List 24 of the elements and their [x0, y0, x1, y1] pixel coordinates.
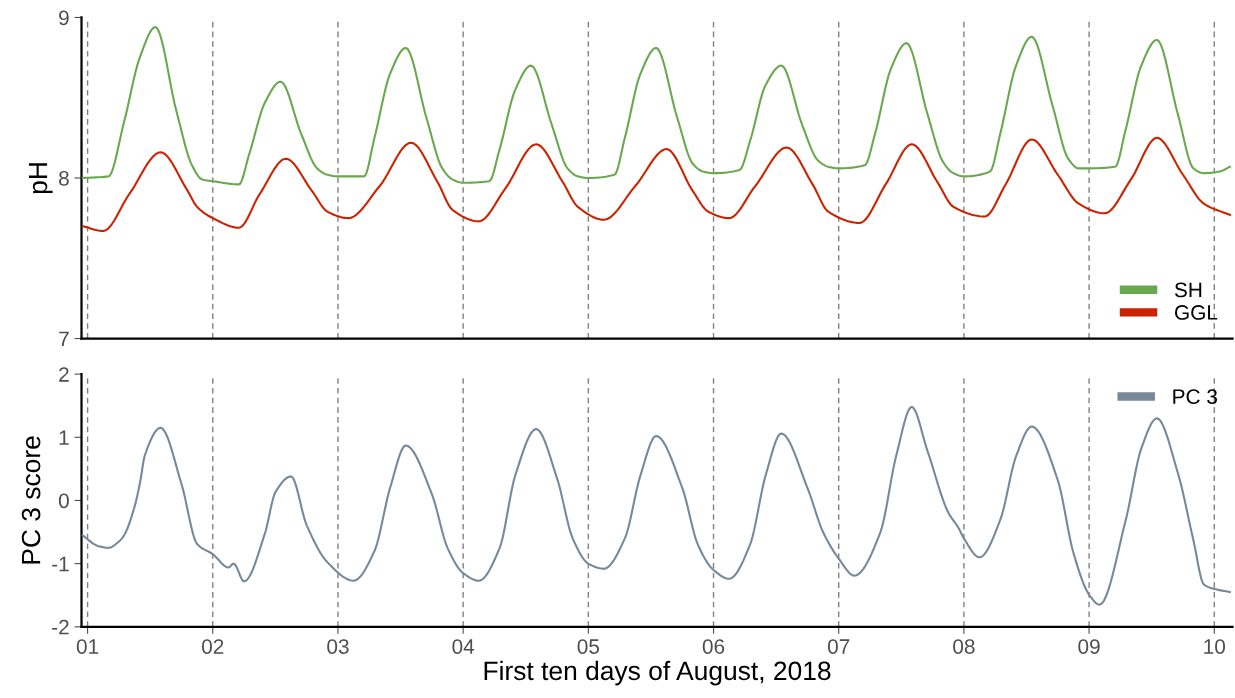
- x-tick-label: 06: [702, 639, 725, 654]
- legend-label: PC 3: [1173, 389, 1218, 405]
- x-tick-label: 10: [1204, 639, 1226, 654]
- y-tick-label: 8: [59, 170, 69, 186]
- x-tick-label: 07: [827, 639, 850, 654]
- y-tick-label: -1: [52, 556, 69, 572]
- y-axis-title: pH: [28, 163, 53, 194]
- y-tick-label: 1: [59, 430, 69, 445]
- y-tick-label: 9: [59, 10, 69, 26]
- legend-label: SH: [1174, 282, 1202, 298]
- y-tick-label: 2: [59, 367, 69, 382]
- y-tick-label: -2: [52, 619, 69, 635]
- x-tick-label: 08: [953, 639, 975, 654]
- x-tick-label: 09: [1078, 639, 1100, 654]
- y-tick-label: 0: [58, 493, 69, 509]
- x-tick-label: 01: [76, 639, 99, 654]
- x-axis-title: First ten days of August, 2018: [484, 660, 831, 686]
- x-tick-label: 05: [577, 639, 600, 654]
- x-tick-label: 02: [202, 639, 224, 654]
- x-tick-label: 04: [452, 639, 475, 654]
- y-tick-label: 7: [59, 331, 69, 347]
- y-axis-title: PC 3 score: [21, 436, 41, 564]
- x-tick-label: 03: [327, 639, 349, 654]
- legend-label: GGL: [1175, 305, 1218, 320]
